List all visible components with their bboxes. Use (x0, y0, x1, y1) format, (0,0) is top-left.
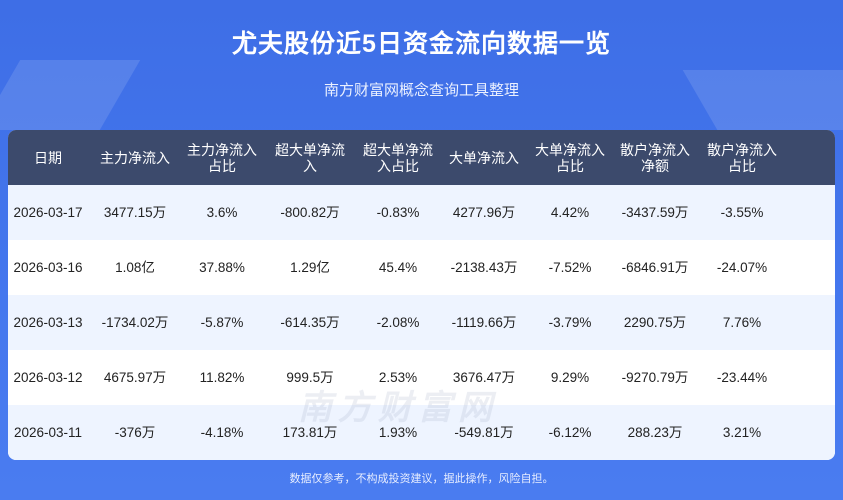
table-cell: 7.76% (722, 314, 762, 330)
table-cell: 2026-03-12 (13, 369, 83, 385)
table-cell: -6.12% (548, 424, 592, 440)
column-header: 大单净流入 (449, 149, 519, 166)
table-row: 2026-03-11 -376万 -4.18% 173.81万 1.93% -549.81… (8, 405, 835, 460)
table-cell: 45.4% (378, 259, 418, 275)
column-header: 超大单净流 入 (275, 141, 345, 174)
table-cell: 999.5万 (286, 369, 334, 385)
table-cell: 3.6% (206, 204, 238, 220)
table-cell: -23.44% (716, 369, 768, 385)
table-cell: -24.07% (716, 259, 768, 275)
table-cell: 2290.75万 (623, 314, 687, 330)
table-cell: 2.53% (378, 369, 418, 385)
table-cell: -614.35万 (280, 314, 340, 330)
table-cell: -7.52% (548, 259, 592, 275)
table-cell: -3.79% (548, 314, 592, 330)
table-cell: -2138.43万 (450, 259, 518, 275)
table-cell: 1.29亿 (290, 259, 330, 275)
table-cell: -5.87% (200, 314, 244, 330)
table-row: 2026-03-17 3477.15万 3.6% -800.82万 -0.83% 4277… (8, 185, 835, 240)
table-row: 2026-03-13 -1734.02万 -5.87% -614.35万 -2.08% -… (8, 295, 835, 350)
table-cell: 3.21% (722, 424, 762, 440)
table-cell: -1734.02万 (101, 314, 169, 330)
page-subtitle: 南方财富网概念查询工具整理 (323, 82, 519, 99)
table-cell: -549.81万 (454, 424, 514, 440)
watermark-logo: 南方财富网 (298, 389, 498, 427)
table-cell: 2026-03-17 (13, 204, 83, 220)
table-row: 2026-03-16 1.08亿 37.88% 1.29亿 45.4% -2138.43万… (8, 240, 835, 295)
table-cell: -2.08% (376, 314, 420, 330)
table-cell: 4675.97万 (103, 369, 167, 385)
table-cell: -800.82万 (280, 204, 340, 220)
table-cell: 3477.15万 (103, 204, 167, 220)
column-header: 散户净流入 占比 (707, 141, 777, 174)
table-cell: 173.81万 (282, 424, 338, 440)
column-header: 大单净流入 占比 (535, 141, 605, 174)
column-header: 日期 (34, 149, 62, 166)
table-cell: 3676.47万 (452, 369, 516, 385)
table-cell: 2026-03-16 (13, 259, 83, 275)
table-row: 2026-03-12 4675.97万 11.82% 999.5万 2.53% 3676.… (8, 350, 835, 405)
disclaimer: 数据仅参考，不构成投资建议，据此操作，风险自担。 (289, 473, 554, 485)
page-title: 尤夫股份近5日资金流向数据一览 (232, 30, 611, 58)
table-cell: -6846.91万 (621, 259, 689, 275)
table-cell: 9.29% (550, 369, 590, 385)
table-cell: 2026-03-11 (13, 424, 83, 440)
table-cell: -1119.66万 (451, 314, 517, 330)
table-cell: -9270.79万 (621, 369, 689, 385)
table-cell: 1.08亿 (115, 259, 155, 275)
table-cell: 288.23万 (627, 424, 683, 440)
table-header: 日期 主力净流入 主力净流入 占比 超大单净流 入超大单净流 入占比 大单净流入 大单净流… (8, 130, 835, 185)
column-header: 主力净流入 (100, 149, 170, 166)
table-cell: -3.55% (720, 204, 764, 220)
table-cell: -0.83% (376, 204, 420, 220)
column-header: 超大单净流 入占比 (363, 141, 433, 174)
column-header: 散户净流入 净额 (620, 141, 690, 174)
table-cell: 11.82% (199, 369, 245, 385)
table-cell: -376万 (114, 424, 156, 440)
table-cell: 2026-03-13 (13, 314, 83, 330)
table-cell: -4.18% (200, 424, 244, 440)
table-cell: 1.93% (378, 424, 418, 440)
table-cell: 37.88% (199, 259, 245, 275)
fund-flow-table: 日期 主力净流入 主力净流入 占比 超大单净流 入超大单净流 入占比 大单净流入 大单净流… (8, 130, 835, 460)
table-cell: 4.42% (550, 204, 590, 220)
table-cell: 4277.96万 (452, 204, 516, 220)
column-header: 主力净流入 占比 (187, 141, 257, 174)
table-cell: -3437.59万 (621, 204, 689, 220)
